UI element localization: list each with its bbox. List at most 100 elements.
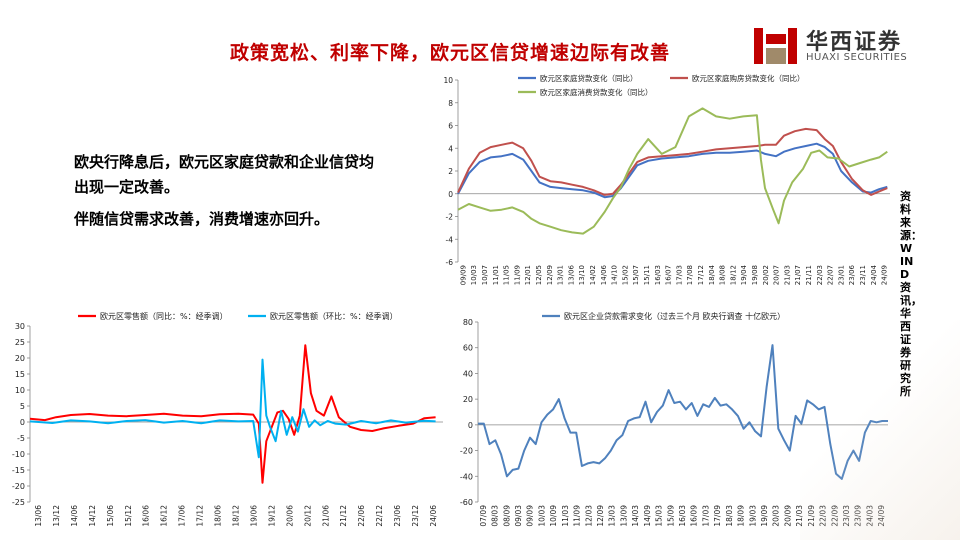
x-tick-label: 21/09: [807, 505, 816, 527]
corporate-credit-demand-svg: -60 -40 -20 0 20 40 60 80 07/09 08/03 08/09 09/03 09…: [460, 311, 888, 527]
y-tick-label: 6: [448, 122, 453, 131]
y-tick-label: -6: [446, 258, 454, 267]
x-tick-label: 20/09: [783, 505, 792, 527]
x-tick-label: 21/06: [321, 505, 330, 527]
x-tick-label: 19/09: [760, 505, 769, 527]
series-line-2: [29, 358, 436, 459]
y-tick-label: 4: [448, 144, 453, 153]
y-tick-label: 2: [448, 167, 453, 176]
x-tick-label: 15/02: [621, 265, 629, 285]
x-tick-label: 13/10: [578, 265, 586, 285]
household-loans-svg: -6 -4 -2 0 2 4 6 8 10 09/09 10/03 10/07 11/01 11/05 11…: [443, 73, 890, 285]
x-tick-label: 22/03: [819, 505, 828, 527]
y-tick-label: -40: [460, 472, 473, 481]
x-tick-label: 23/12: [411, 505, 420, 527]
x-tick-label: 14/12: [88, 505, 97, 527]
x-tick-label: 16/03: [654, 265, 662, 285]
x-tick-label: 16/03: [678, 505, 687, 527]
y-tick-label: -20: [460, 447, 473, 456]
retail-sales-chart: -25 -20 -15 -10 -5 0 5 10 15 20 25 30 13/06 13/12 14/0…: [0, 302, 448, 538]
x-tick-label: 17/09: [713, 505, 722, 527]
series-line-3: [457, 107, 888, 235]
x-tick-label: 09/03: [514, 505, 523, 527]
y-tick-label: -2: [446, 213, 454, 222]
y-tick-label: -5: [17, 434, 25, 443]
x-tick-label: 20/02: [762, 265, 770, 285]
y-tick-label: 20: [15, 354, 25, 363]
x-tick-label: 14/09: [643, 505, 652, 527]
x-tick-label: 16/12: [160, 505, 169, 527]
x-tick-label: 14/02: [589, 265, 597, 285]
x-tick-label: 21/11: [805, 265, 813, 285]
x-tick-label: 23/11: [859, 265, 867, 285]
x-tick-label: 14/06: [70, 505, 79, 527]
x-tick-label: 18/09: [737, 505, 746, 527]
x-tick-label: 19/03: [748, 505, 757, 527]
x-tick-label: 11/01: [492, 265, 500, 285]
y-tick-label: 8: [448, 99, 453, 108]
x-tick-label: 19/06: [249, 505, 258, 527]
y-tick-label: 10: [15, 386, 25, 395]
x-tick-label: 15/07: [632, 265, 640, 285]
x-tick-label: 14/06: [600, 264, 608, 285]
y-tick-label: -60: [460, 498, 473, 507]
x-tick-label: 11/03: [561, 505, 570, 527]
x-tick-label: 07/09: [479, 505, 488, 527]
y-tick-label: 0: [468, 421, 473, 430]
brand-logo: 华西证券 HUAXI SECURITIES: [752, 24, 952, 68]
x-tick-label: 14/10: [611, 265, 619, 285]
decorative-corner: [800, 320, 960, 540]
x-tick-label: 19/12: [267, 505, 276, 527]
x-tick-label: 21/03: [795, 505, 804, 527]
x-tick-label: 24/03: [865, 505, 874, 527]
x-tick-label: 11/05: [503, 265, 511, 285]
x-tick-label: 19/04: [740, 264, 748, 285]
x-tick-label: 21/12: [339, 505, 348, 527]
x-tick-label: 23/03: [842, 505, 851, 527]
x-tick-label: 15/12: [124, 505, 133, 527]
x-tick-label: 24/09: [881, 265, 889, 285]
x-tick-label: 15/06: [106, 505, 115, 527]
x-tick-label: 18/04: [708, 264, 716, 285]
legend-label-1: 欧元区家庭贷款变化（同比）: [540, 73, 638, 83]
x-tick-label: 14/03: [631, 505, 640, 527]
x-tick-label: 15/03: [655, 505, 664, 527]
series-line-2: [457, 127, 888, 196]
y-tick-label: 25: [15, 338, 25, 347]
x-tick-label: 19/08: [751, 265, 759, 285]
x-tick-label: 18/03: [725, 505, 734, 527]
x-tick-label: 20/07: [773, 265, 781, 285]
x-tick-label: 15/09: [666, 505, 675, 527]
legend-label-2: 欧元区家庭购房贷款变化（同比）: [692, 73, 805, 83]
x-tick-label: 13/12: [52, 505, 61, 527]
commentary-paragraph-2: 伴随信贷需求改善，消费增速亦回升。: [74, 210, 330, 228]
y-tick-label: -20: [12, 482, 25, 491]
legend-label-1: 欧元区企业贷款需求变化（过去三个月 欧央行调查 十亿欧元）: [564, 311, 785, 321]
corporate-credit-demand-chart: -60 -40 -20 0 20 40 60 80 07/09 08/03 08/09 09/03 09…: [440, 302, 900, 538]
x-tick-label: 17/12: [697, 265, 705, 285]
y-tick-label: -15: [12, 466, 25, 475]
y-tick-label: 40: [463, 369, 473, 378]
x-tick-label: 18/12: [232, 505, 241, 527]
brand-name: 华西证券: [806, 30, 903, 55]
y-tick-label: 0: [20, 418, 25, 427]
x-tick-label: 17/12: [196, 505, 205, 527]
x-tick-label: 12/05: [535, 265, 543, 285]
x-tick-label: 17/06: [178, 505, 187, 527]
x-tick-label: 20/03: [772, 505, 781, 527]
y-tick-label: 15: [15, 370, 25, 379]
x-tick-label: 08/09: [502, 505, 511, 527]
y-tick-label: -25: [12, 498, 25, 507]
x-tick-label: 13/01: [557, 265, 565, 285]
x-tick-label: 17/03: [701, 505, 710, 527]
x-tick-label: 20/06: [285, 505, 294, 527]
x-tick-label: 13/09: [619, 505, 628, 527]
y-tick-label: 0: [448, 190, 453, 199]
x-tick-label: 12/01: [524, 265, 532, 285]
commentary: 欧央行降息后，欧元区家庭贷款和企业信贷均出现一定改善。 伴随信贷需求改善，消费增…: [74, 150, 374, 239]
y-tick-label: 60: [463, 344, 473, 353]
retail-sales-svg: -25 -20 -15 -10 -5 0 5 10 15 20 25 30 13/06 13/12 14/0…: [12, 311, 443, 527]
x-tick-label: 17/03: [675, 265, 683, 285]
x-tick-label: 22/06: [357, 505, 366, 527]
x-tick-label: 24/09: [877, 505, 886, 527]
